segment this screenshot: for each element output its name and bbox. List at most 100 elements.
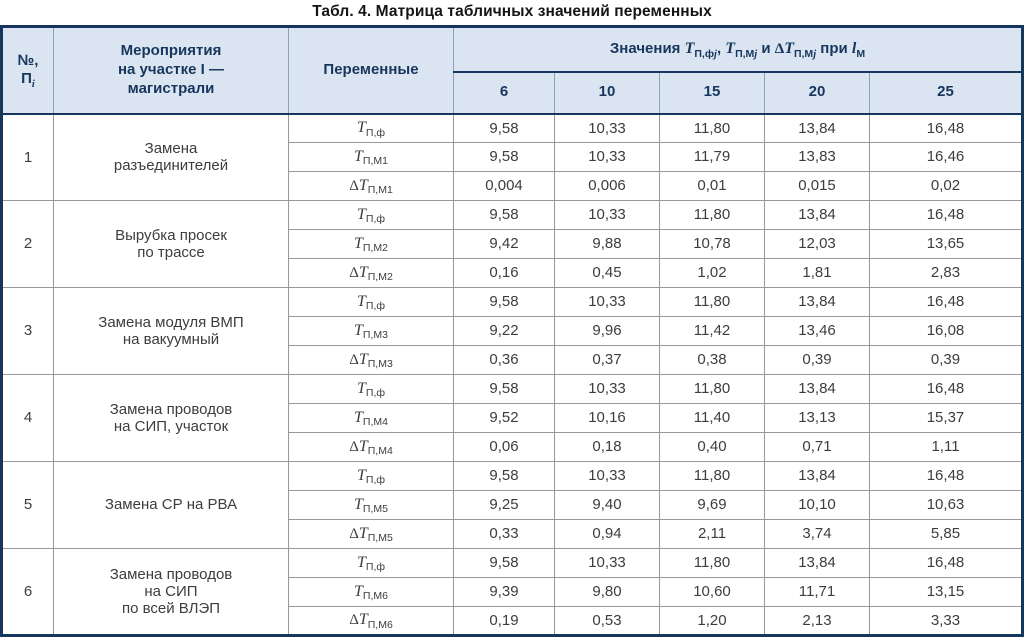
value-cell: 9,42 (453, 229, 555, 259)
variable-cell: TП,М5 (288, 490, 454, 520)
value-cell: 16,46 (869, 142, 1023, 172)
value-cell: 0,37 (554, 345, 660, 375)
value-cell: 16,48 (869, 461, 1023, 491)
formula-subscript: П,М4 (362, 416, 388, 429)
value-cell: 13,84 (764, 461, 870, 491)
value-cell: 13,84 (764, 374, 870, 404)
table-row: ΔTП,М5 0,33 0,94 2,11 3,74 5,85 (2, 519, 1023, 549)
table-row: TП,М3 9,22 9,96 11,42 13,46 16,08 (2, 316, 1023, 346)
value-cell: 11,80 (659, 461, 765, 491)
formula-base: T (354, 582, 363, 600)
formula-base: T (725, 40, 736, 58)
value-cell: 9,40 (554, 490, 660, 520)
row-number-cell: 4 (1, 374, 54, 462)
formula-subscript: П,ф (365, 126, 385, 139)
value-cell: 9,58 (453, 461, 555, 491)
variable-cell: TП,ф (288, 374, 454, 404)
value-cell: 0,40 (659, 432, 765, 462)
formula-subscript: П,М6 (367, 618, 393, 631)
formula-base: T (354, 495, 363, 513)
formula-base: T (358, 611, 368, 629)
row-number-cell: 3 (1, 287, 54, 375)
values-title-text: , (716, 40, 726, 58)
header-row-lengths: 6 10 15 20 25 (2, 71, 1023, 115)
formula-subscript: М (856, 47, 866, 60)
formula-base: T (356, 292, 366, 310)
value-cell: 11,80 (659, 287, 765, 317)
value-cell: 9,58 (453, 142, 555, 172)
formula-base: T (356, 379, 366, 397)
formula-base: T (358, 437, 368, 455)
formula-subscript: П,М2 (362, 242, 388, 255)
formula-base: T (358, 350, 368, 368)
activity-cell: Замена проводов на СИП по всей ВЛЭП (53, 548, 289, 636)
header-num-subscript: i (31, 78, 35, 90)
value-cell: 13,84 (764, 200, 870, 230)
formula-subindex: j (754, 48, 758, 60)
table-row: TП,М5 9,25 9,40 9,69 10,10 10,63 (2, 490, 1023, 520)
value-cell: 16,48 (869, 374, 1023, 404)
value-cell: 10,10 (764, 490, 870, 520)
variable-cell: ΔTП,М4 (288, 432, 454, 462)
value-cell: 1,20 (659, 606, 765, 636)
table-row: ΔTП,М6 0,19 0,53 1,20 2,13 3,33 (2, 606, 1023, 636)
values-header-formula: Значения TП,фj, TП,Мj и ΔTП,Мj при lМ (610, 40, 866, 60)
delta-symbol: Δ (349, 177, 359, 194)
value-cell: 0,02 (869, 171, 1023, 201)
data-table: №, Пi Мероприятия на участке I — магистр… (0, 25, 1024, 637)
value-cell: 12,03 (764, 229, 870, 259)
table-row: 6 Замена проводов на СИП по всей ВЛЭП TП,ф… (1, 548, 1023, 636)
formula-subscript: П,ф (365, 474, 385, 487)
variable-cell: TП,М2 (288, 229, 454, 259)
value-cell: 13,84 (764, 548, 870, 578)
formula-subscript: П,ф (365, 300, 385, 313)
value-cell: 13,83 (764, 142, 870, 172)
value-cell: 10,33 (554, 142, 660, 172)
variable-cell: TП,ф (288, 113, 454, 143)
value-cell: 13,46 (764, 316, 870, 346)
value-cell: 9,80 (554, 577, 660, 607)
value-cell: 11,40 (659, 403, 765, 433)
variable-cell: TП,М6 (288, 577, 454, 607)
value-cell: 13,84 (764, 113, 870, 143)
table-row: TП,М2 9,42 9,88 10,78 12,03 13,65 (2, 229, 1023, 259)
formula-subscript: П,М (735, 47, 755, 60)
value-cell: 9,22 (453, 316, 555, 346)
value-cell: 1,02 (659, 258, 765, 288)
value-cell: 9,39 (453, 577, 555, 607)
values-title-text: и (757, 40, 775, 58)
value-cell: 11,80 (659, 374, 765, 404)
formula-subscript: П,М5 (362, 503, 388, 516)
delta-symbol: Δ (774, 41, 785, 58)
formula-base: T (684, 40, 695, 58)
row-number-cell: 6 (1, 548, 54, 636)
formula-base: T (354, 234, 363, 252)
value-cell: 0,01 (659, 171, 765, 201)
value-cell: 0,71 (764, 432, 870, 462)
table-caption: Табл. 4. Матрица табличных значений пере… (312, 3, 712, 20)
table-row: 5 Замена СР на РВА TП,ф 9,58 10,33 11,80 13,84… (1, 461, 1023, 549)
delta-symbol: Δ (349, 612, 359, 629)
formula-base: T (358, 176, 368, 194)
value-cell: 13,13 (764, 403, 870, 433)
table-row: 1 Замена разъединителей TП,ф 9,58 10,33 11,80… (1, 113, 1023, 201)
formula-subscript: П,М2 (367, 271, 393, 284)
value-cell: 10,33 (554, 113, 660, 143)
table-row: 2 Вырубка просек по трассе TП,ф 9,58 10,33 11… (1, 200, 1023, 288)
formula-base: T (354, 321, 363, 339)
formula-base: T (356, 205, 366, 223)
value-cell: 10,33 (554, 287, 660, 317)
delta-symbol: Δ (349, 351, 359, 368)
header-num-base: П (21, 70, 32, 88)
value-cell: 0,18 (554, 432, 660, 462)
table-row: TП,М6 9,39 9,80 10,60 11,71 13,15 (2, 577, 1023, 607)
value-cell: 16,08 (869, 316, 1023, 346)
formula-base: T (354, 408, 363, 426)
value-cell: 9,58 (453, 113, 555, 143)
value-cell: 9,69 (659, 490, 765, 520)
value-cell: 16,48 (869, 200, 1023, 230)
value-cell: 15,37 (869, 403, 1023, 433)
formula-subscript: П,М5 (367, 532, 393, 545)
value-cell: 1,11 (869, 432, 1023, 462)
